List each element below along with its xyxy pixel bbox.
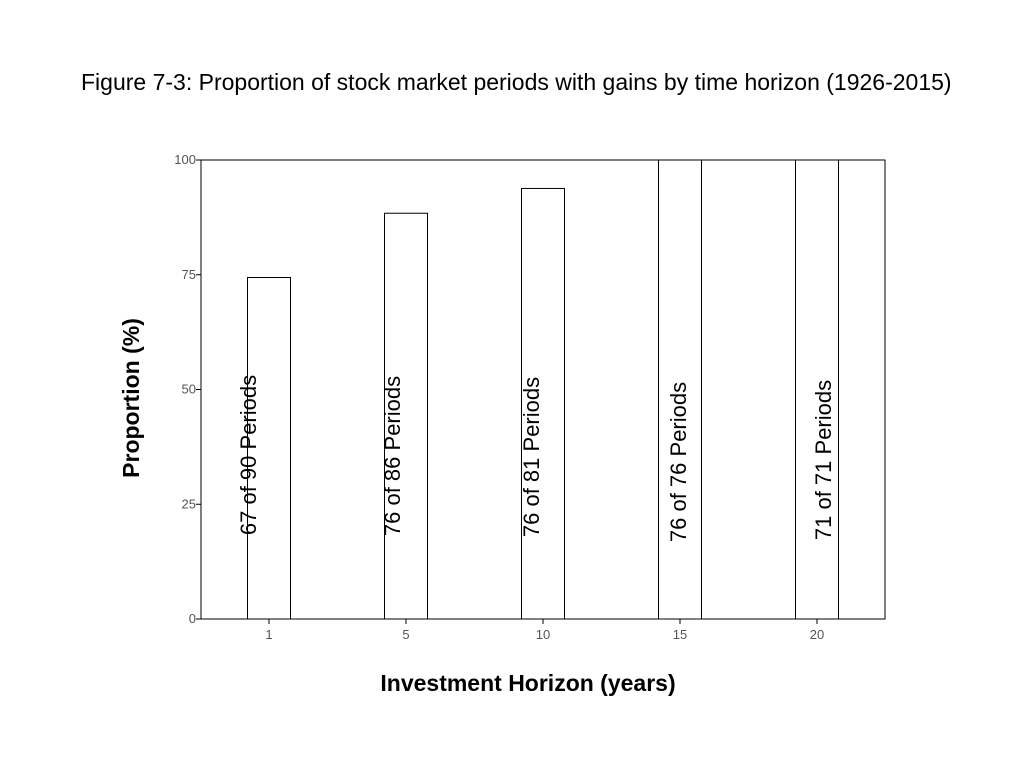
bar-data-label: 76 of 81 Periods <box>519 377 544 537</box>
bar <box>795 159 839 620</box>
x-tick-label: 5 <box>402 627 409 642</box>
y-axis: 0 25 50 75 100 <box>174 152 201 626</box>
x-tick-label: 20 <box>810 627 824 642</box>
y-tick-label: 50 <box>182 382 196 397</box>
bar-data-label: 71 of 71 Periods <box>811 380 836 540</box>
x-axis-title: Investment Horizon (years) <box>380 670 675 696</box>
bars <box>247 159 839 620</box>
x-tick-label: 10 <box>536 627 550 642</box>
bar-labels: 67 of 90 Periods 76 of 86 Periods 76 of 81… <box>236 375 836 542</box>
y-tick-label: 75 <box>182 267 196 282</box>
bar-data-label: 67 of 90 Periods <box>236 375 261 535</box>
x-tick-label: 15 <box>673 627 687 642</box>
bar-data-label: 76 of 86 Periods <box>380 376 405 536</box>
chart-title: Figure 7-3: Proportion of stock market p… <box>81 69 952 95</box>
plot-frame <box>200 159 886 620</box>
bar-data-label: 76 of 76 Periods <box>666 382 691 542</box>
bar <box>521 187 565 620</box>
bar <box>658 159 702 620</box>
y-tick-label: 0 <box>189 611 196 626</box>
x-axis: 1 5 10 15 20 <box>265 619 824 642</box>
bar <box>384 212 428 620</box>
y-tick-label: 100 <box>174 152 196 167</box>
x-tick-label: 1 <box>265 627 272 642</box>
y-axis-title: Proportion (%) <box>118 318 144 478</box>
y-tick-label: 25 <box>182 496 196 511</box>
bar <box>247 277 291 620</box>
